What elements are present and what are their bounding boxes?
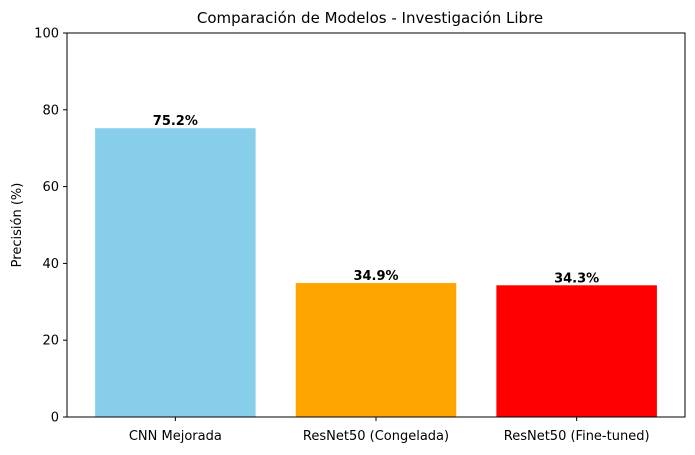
y-tick-label: 80	[42, 103, 59, 118]
y-tick-label: 100	[34, 27, 59, 42]
plot-frame	[66, 32, 686, 418]
bars-group	[95, 128, 657, 417]
x-tick-label: ResNet50 (Fine-tuned)	[504, 429, 650, 444]
y-tick-label: 20	[42, 334, 59, 349]
y-axis-label: Precisión (%)	[10, 183, 25, 268]
y-tick-label: 40	[42, 257, 59, 272]
bar-value-label: 34.3%	[554, 271, 599, 286]
bar	[496, 285, 657, 417]
y-axis-ticks: 0 20 40 60 80 100	[34, 27, 67, 426]
chart-title: Comparación de Modelos - Investigación L…	[197, 9, 543, 27]
bar-value-label: 34.9%	[353, 269, 398, 284]
bar	[95, 128, 256, 417]
x-tick-label: CNN Mejorada	[129, 429, 222, 444]
bar-value-label: 75.2%	[153, 114, 198, 129]
value-labels-group: 75.2% 34.9% 34.3%	[153, 114, 599, 286]
x-tick-label: ResNet50 (Congelada)	[303, 429, 449, 444]
y-tick-label: 60	[42, 180, 59, 195]
x-axis-ticks: CNN Mejorada ResNet50 (Congelada) ResNet50…	[129, 417, 650, 444]
y-tick-label: 0	[51, 411, 59, 426]
bar	[295, 282, 457, 417]
